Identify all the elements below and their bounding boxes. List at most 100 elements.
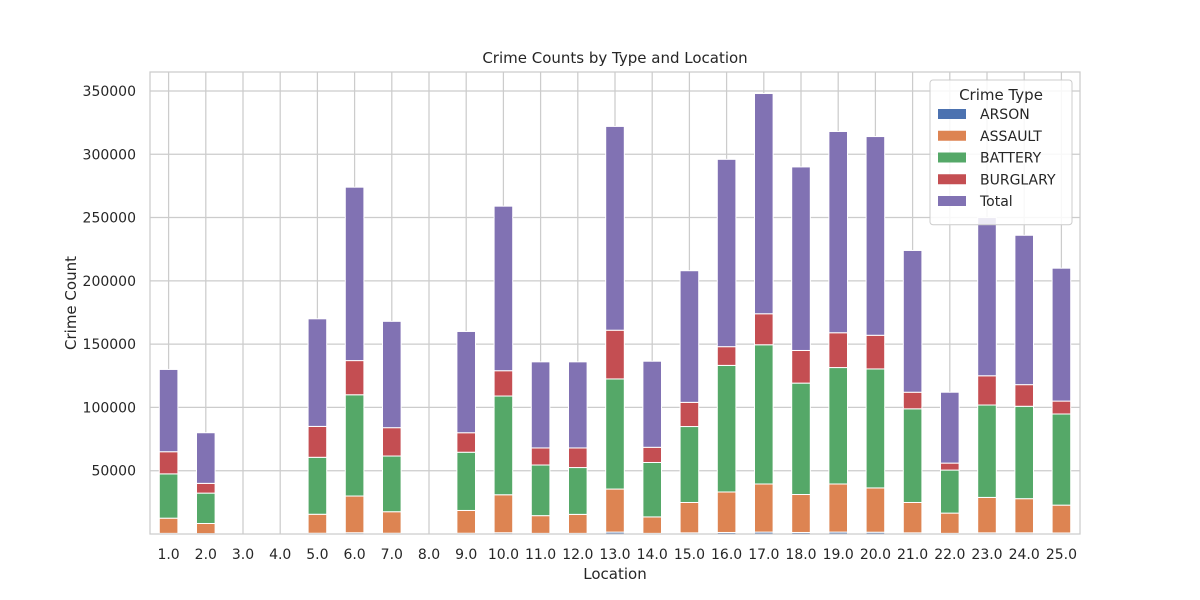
bar-segment-total xyxy=(530,361,551,449)
bar-segment-burglary xyxy=(828,332,849,369)
bar-segment-battery xyxy=(754,344,774,485)
x-tick-label: 18.0 xyxy=(785,547,816,563)
bar-segment-battery xyxy=(1051,413,1072,506)
y-tick-label: 300000 xyxy=(83,147,136,163)
bar-segment-burglary xyxy=(493,370,514,397)
x-tick-label: 1.0 xyxy=(157,547,179,563)
bar-segment-burglary xyxy=(344,360,365,396)
bar-segment-assault xyxy=(977,496,997,534)
bar-segment-burglary xyxy=(902,391,923,410)
bar-segment-total xyxy=(1014,234,1035,386)
bar-segment-burglary xyxy=(791,349,811,384)
bar-segment-burglary xyxy=(865,334,886,370)
bar-segment-battery xyxy=(568,467,588,515)
bar-segment-total xyxy=(791,166,811,351)
bar-segment-battery xyxy=(196,492,216,524)
bar-segment-assault xyxy=(456,509,476,534)
legend-label: BURGLARY xyxy=(980,172,1056,188)
x-tick-labels: 1.0 2.0 3.0 4.0 5.0 6.0 7.0 8.0 9.0 10.0 11.0 12.0 1… xyxy=(157,547,1077,563)
bar-segment-total xyxy=(605,125,625,331)
bar-segment-battery xyxy=(977,404,997,498)
bar-segment-assault xyxy=(196,522,216,535)
legend-swatch xyxy=(938,196,966,206)
bar-segment-assault xyxy=(382,511,402,534)
legend: Crime Type ARSON ASSAULT BATTERY BURGLARY To… xyxy=(929,79,1073,226)
bar-segment-battery xyxy=(493,395,514,496)
bar-segment-burglary xyxy=(382,427,402,457)
x-tick-label: 24.0 xyxy=(1009,547,1040,563)
bar-segment-assault xyxy=(568,513,588,534)
x-tick-label: 5.0 xyxy=(306,547,328,563)
bar-segment-total xyxy=(456,330,476,434)
bar-segment-burglary xyxy=(158,451,179,475)
bar-segment-total xyxy=(382,320,402,429)
bar-segment-battery xyxy=(344,394,365,497)
bar-segment-total xyxy=(865,136,886,336)
legend-swatch xyxy=(938,130,966,141)
bar-segment-total xyxy=(754,93,774,315)
x-tick-label: 20.0 xyxy=(860,547,891,563)
bar-segment-battery xyxy=(307,456,328,515)
bar-segment-total xyxy=(679,270,700,403)
legend-swatch xyxy=(938,174,966,185)
bar-segment-assault xyxy=(605,488,625,533)
bar-segment-battery xyxy=(940,469,960,514)
bar-segment-burglary xyxy=(196,482,216,494)
bar-segment-battery xyxy=(716,364,737,493)
legend-swatch xyxy=(938,152,966,163)
bar-segment-burglary xyxy=(977,375,997,406)
bar-segment-assault xyxy=(679,501,700,534)
chart-title: Crime Counts by Type and Location xyxy=(482,49,747,67)
x-tick-label: 19.0 xyxy=(823,547,854,563)
y-tick-labels: 50000 100000 150000 200000 250000 300000 35000… xyxy=(83,84,136,480)
bar-segment-total xyxy=(642,360,663,448)
bar-segment-burglary xyxy=(716,346,737,366)
x-tick-label: 2.0 xyxy=(195,547,217,563)
x-tick-label: 13.0 xyxy=(599,547,630,563)
bar-segment-battery xyxy=(902,408,923,503)
x-tick-label: 14.0 xyxy=(637,547,668,563)
bar-segment-assault xyxy=(493,494,514,534)
bar-segment-total xyxy=(1051,267,1072,402)
bar-segment-battery xyxy=(642,461,663,518)
y-axis-label: Crime Count xyxy=(62,256,80,350)
bar-segment-assault xyxy=(344,495,365,534)
bar-segment-assault xyxy=(1014,498,1035,534)
legend-label: Total xyxy=(979,194,1013,210)
bar-segment-burglary xyxy=(679,401,700,428)
bar-segment-battery xyxy=(456,451,476,511)
bar-segment-burglary xyxy=(1014,384,1035,407)
bar-segment-battery xyxy=(865,368,886,489)
bar-segment-assault xyxy=(902,501,923,534)
bar-segment-burglary xyxy=(642,446,663,463)
bar-segment-burglary xyxy=(307,425,328,458)
y-tick-label: 250000 xyxy=(83,211,136,227)
bar-segment-assault xyxy=(791,494,811,533)
bar-segment-assault xyxy=(828,483,849,533)
bar-segment-battery xyxy=(158,473,179,519)
x-tick-label: 8.0 xyxy=(418,547,440,563)
x-axis-label: Location xyxy=(583,565,646,583)
bar-segment-total xyxy=(902,249,923,393)
bar-segment-burglary xyxy=(456,432,476,453)
y-tick-label: 150000 xyxy=(83,337,136,353)
bar-segment-total xyxy=(196,432,216,484)
x-tick-label: 16.0 xyxy=(711,547,742,563)
bar-segment-assault xyxy=(865,487,886,533)
x-tick-label: 21.0 xyxy=(897,547,928,563)
y-tick-label: 50000 xyxy=(91,464,136,480)
bar-segment-battery xyxy=(605,378,625,490)
bar-segment-assault xyxy=(642,516,663,534)
x-tick-label: 3.0 xyxy=(232,547,254,563)
x-tick-label: 12.0 xyxy=(562,547,593,563)
legend-items: ARSON ASSAULT BATTERY BURGLARY Total xyxy=(938,107,1056,210)
x-tick-label: 23.0 xyxy=(971,547,1002,563)
bar-segment-total xyxy=(307,318,328,427)
bar-segment-assault xyxy=(530,515,551,534)
bar-segment-total xyxy=(940,391,960,464)
bar-segment-burglary xyxy=(940,462,960,471)
x-tick-label: 15.0 xyxy=(674,547,705,563)
bar-segment-total xyxy=(344,186,365,362)
